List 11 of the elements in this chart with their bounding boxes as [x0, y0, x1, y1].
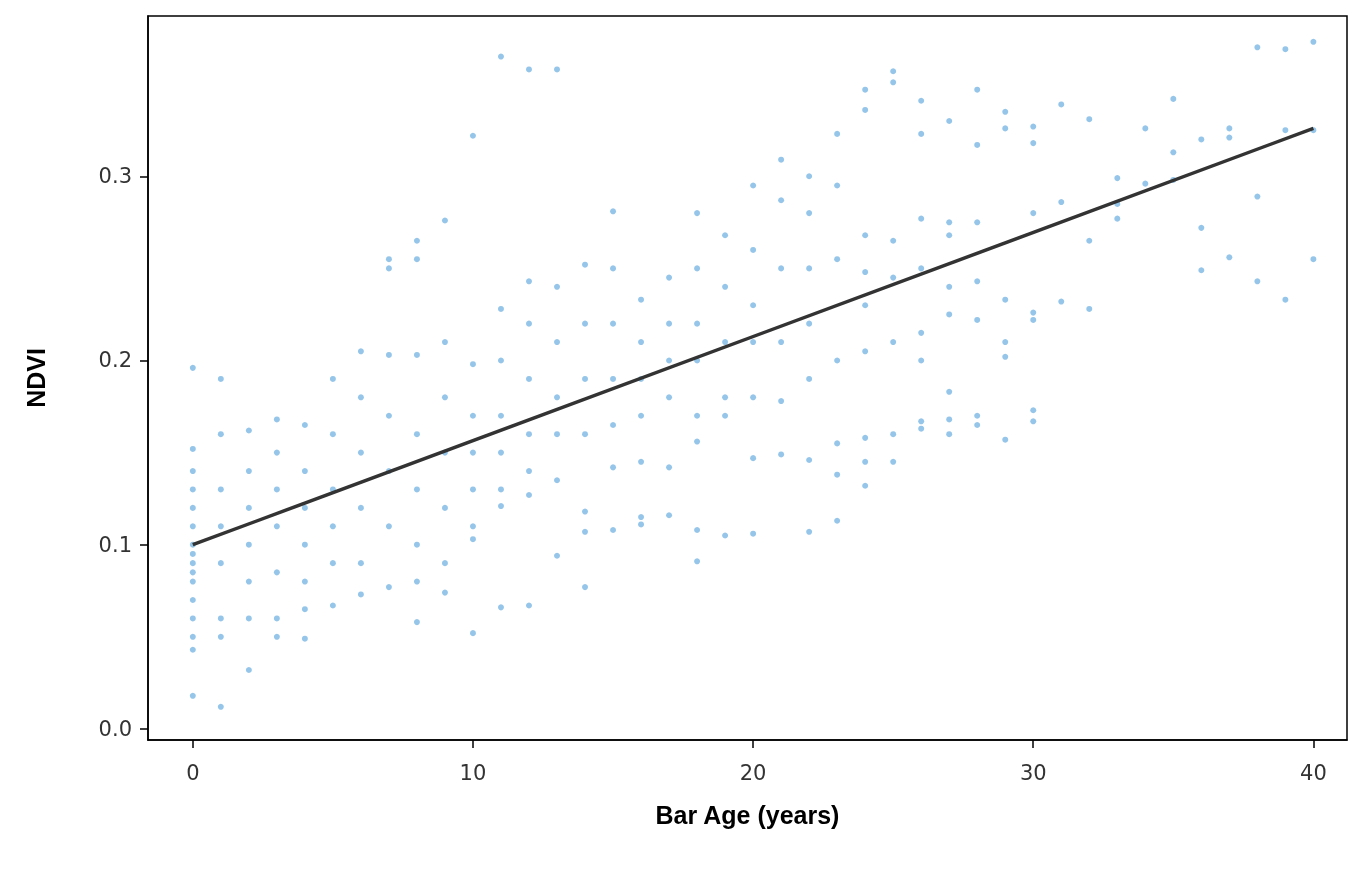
x-tick-label: 20	[739, 760, 767, 785]
y-tick-label: 0.2	[98, 348, 132, 373]
x-axis-title: Bar Age (years)	[655, 800, 840, 829]
y-tick-label: 0.1	[98, 532, 132, 557]
y-tick-label: 0.3	[98, 164, 132, 189]
x-tick-label: 30	[1019, 760, 1047, 785]
x-tick-label: 0	[186, 760, 200, 785]
y-tick-label: 0.0	[98, 716, 132, 741]
x-tick-label: 10	[459, 760, 487, 785]
y-axis-title: NDVI	[21, 348, 50, 408]
x-tick-label: 40	[1300, 760, 1327, 785]
